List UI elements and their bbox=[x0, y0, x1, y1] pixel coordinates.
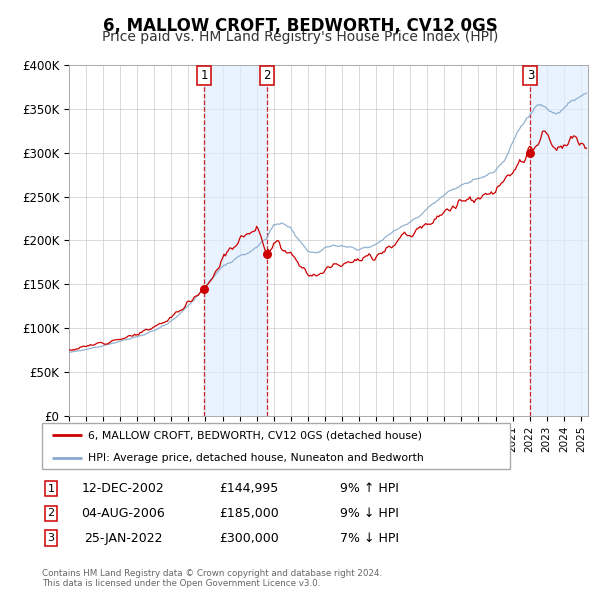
Bar bbox=[204, 65, 266, 416]
Text: 25-JAN-2022: 25-JAN-2022 bbox=[84, 532, 162, 545]
Text: £144,995: £144,995 bbox=[220, 482, 278, 495]
Text: 9% ↑ HPI: 9% ↑ HPI bbox=[340, 482, 398, 495]
Text: 1: 1 bbox=[200, 69, 208, 82]
Text: £300,000: £300,000 bbox=[219, 532, 279, 545]
Text: 6, MALLOW CROFT, BEDWORTH, CV12 0GS (detached house): 6, MALLOW CROFT, BEDWORTH, CV12 0GS (det… bbox=[88, 431, 422, 441]
Text: 12-DEC-2002: 12-DEC-2002 bbox=[82, 482, 164, 495]
Text: 3: 3 bbox=[527, 69, 534, 82]
Text: Price paid vs. HM Land Registry's House Price Index (HPI): Price paid vs. HM Land Registry's House … bbox=[102, 30, 498, 44]
Text: £185,000: £185,000 bbox=[219, 507, 279, 520]
Text: 1: 1 bbox=[47, 484, 55, 493]
Text: 04-AUG-2006: 04-AUG-2006 bbox=[81, 507, 165, 520]
Bar bbox=[530, 65, 590, 416]
Text: HPI: Average price, detached house, Nuneaton and Bedworth: HPI: Average price, detached house, Nune… bbox=[88, 453, 424, 463]
Text: 3: 3 bbox=[47, 533, 55, 543]
Text: 2: 2 bbox=[47, 509, 55, 518]
Text: Contains HM Land Registry data © Crown copyright and database right 2024.
This d: Contains HM Land Registry data © Crown c… bbox=[42, 569, 382, 588]
Text: 9% ↓ HPI: 9% ↓ HPI bbox=[340, 507, 398, 520]
Text: 2: 2 bbox=[263, 69, 271, 82]
Text: 7% ↓ HPI: 7% ↓ HPI bbox=[340, 532, 398, 545]
Text: 6, MALLOW CROFT, BEDWORTH, CV12 0GS: 6, MALLOW CROFT, BEDWORTH, CV12 0GS bbox=[103, 17, 497, 35]
